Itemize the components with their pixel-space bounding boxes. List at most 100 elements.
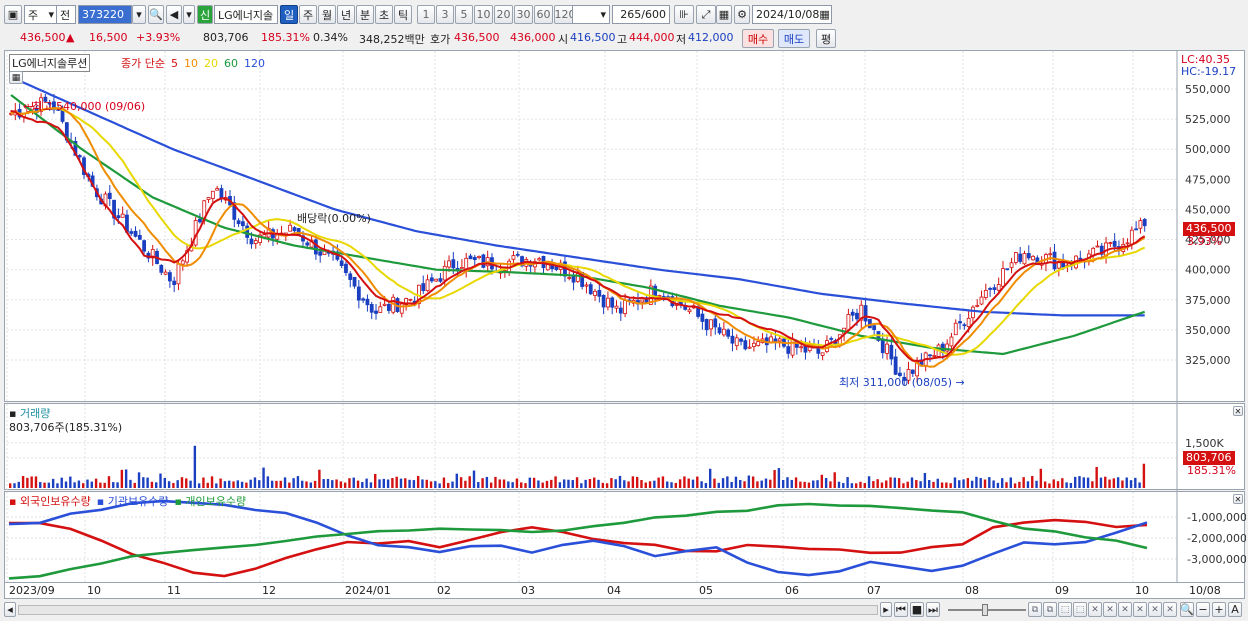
volume-bar	[799, 481, 802, 488]
evaluation-button[interactable]: 평	[816, 29, 836, 48]
interval-button-1[interactable]: 1	[417, 5, 435, 24]
volume-bar	[137, 472, 141, 488]
indicator-icon[interactable]: ▦	[716, 5, 732, 24]
tool-f-icon[interactable]: ✕	[1163, 602, 1177, 617]
scroll-right-icon[interactable]: ▸	[880, 602, 892, 617]
volume-bar	[1005, 482, 1008, 488]
order-mode-field[interactable]: 전	[56, 5, 76, 24]
interval-button-30[interactable]: 30	[514, 5, 533, 24]
tool-e-icon[interactable]: ✕	[1148, 602, 1162, 617]
candle-body	[1009, 262, 1014, 268]
interval-button-3[interactable]: 3	[436, 5, 454, 24]
tab-period-2[interactable]: 월	[318, 5, 336, 24]
high-label: 고	[617, 33, 628, 46]
zoom-icon[interactable]: 🔍	[1180, 602, 1194, 617]
volume-bar	[550, 479, 553, 488]
price-chart-panel[interactable]: 550,000 525,000 500,000 475,000 450,000 425,0…	[4, 50, 1245, 403]
zoom-in-icon[interactable]: +	[1212, 602, 1226, 617]
candle-body	[640, 299, 645, 303]
candle-body	[606, 297, 610, 308]
date-field[interactable]: 2024/10/08 ▦	[752, 5, 832, 24]
bottom-bar: ◂ ▸ ⏮ ■ ⏭ ⧉ ⧉ ⬚ ⬚ ✕ ✕ ✕ ✕ ✕ ✕ 🔍 − + A	[4, 601, 1245, 619]
volume-bar	[240, 481, 244, 488]
candle-body	[1138, 220, 1143, 229]
buy-button[interactable]: 매수	[742, 29, 774, 48]
candle-body	[1112, 240, 1117, 247]
tab-period-1[interactable]: 주	[299, 5, 317, 24]
tool-b-icon[interactable]: ✕	[1103, 602, 1117, 617]
lc-label: LC:40.35	[1181, 53, 1231, 66]
interval-button-5[interactable]: 5	[455, 5, 473, 24]
volume-bar	[404, 478, 407, 488]
volume-bar	[537, 480, 540, 488]
candle-body	[451, 259, 456, 269]
volume-bar	[1069, 482, 1073, 488]
tab-period-5[interactable]: 초	[375, 5, 393, 24]
window-icon[interactable]: ⧉	[1043, 602, 1057, 617]
volume-bar	[193, 445, 197, 488]
tool-c-icon[interactable]: ✕	[1118, 602, 1132, 617]
market-select[interactable]: 주 ▾	[24, 5, 58, 24]
rewind-icon[interactable]: ⏮	[894, 602, 908, 617]
speaker-icon[interactable]: ◀	[166, 5, 182, 24]
candle-body	[734, 337, 739, 346]
grid-toggle-icon[interactable]: ▦	[9, 71, 23, 84]
tab-period-6[interactable]: 틱	[394, 5, 412, 24]
gear-icon[interactable]: ⚙	[734, 5, 750, 24]
draw-tool-icon[interactable]: ⤢	[696, 5, 716, 24]
forward-icon[interactable]: ⏭	[926, 602, 940, 617]
volume-bar	[756, 481, 759, 488]
close-icon[interactable]: ✕	[1233, 406, 1243, 416]
window-menu-icon[interactable]: ▣	[4, 5, 22, 24]
volume-bar	[459, 477, 463, 488]
candle-body	[880, 338, 885, 354]
sell-button[interactable]: 매도	[778, 29, 810, 48]
zoom-slider-handle[interactable]	[982, 604, 988, 616]
stock-code-input[interactable]: 373220	[78, 5, 132, 24]
volume-bar	[73, 482, 76, 488]
holdings-panel[interactable]: -1,000,000 -2,000,000 -3,000,000 ▪ 외국인보유수량…	[4, 491, 1246, 584]
volume-bar	[919, 481, 922, 488]
candle-body	[1048, 253, 1053, 256]
volume-panel[interactable]: 1,500K1,000K ▪ 거래량 803,706주(185.31%) 803…	[4, 403, 1245, 491]
font-size-icon[interactable]: A	[1228, 602, 1242, 617]
copy-icon[interactable]: ⧉	[1028, 602, 1042, 617]
box-icon[interactable]: ⬚	[1058, 602, 1072, 617]
stop-icon[interactable]: ■	[910, 602, 924, 617]
horizontal-scrollbar[interactable]	[18, 605, 878, 615]
close-icon[interactable]: ✕	[1233, 494, 1243, 504]
volume-bar	[992, 480, 995, 488]
date-value: 2024/10/08	[756, 8, 820, 21]
volume-bar	[554, 476, 557, 488]
search-icon[interactable]: 🔍	[148, 5, 164, 24]
interval-button-20[interactable]: 20	[494, 5, 513, 24]
interval-button-10[interactable]: 10	[474, 5, 493, 24]
speaker-dropdown-chevron-icon[interactable]: ▾	[183, 5, 195, 24]
code-dropdown-chevron-down-icon[interactable]: ▾	[132, 5, 146, 24]
candle-body	[481, 254, 486, 268]
tab-period-0[interactable]: 일	[280, 5, 298, 24]
candle-body	[584, 284, 589, 287]
volume-bar	[502, 479, 506, 488]
volume-bar	[872, 481, 875, 488]
interval-button-60[interactable]: 60	[534, 5, 553, 24]
interval-select[interactable]: ▾	[572, 5, 610, 24]
zoom-out-icon[interactable]: −	[1196, 602, 1210, 617]
candle-body	[133, 230, 138, 237]
tool-a-icon[interactable]: ✕	[1088, 602, 1102, 617]
volume-bar	[674, 482, 678, 488]
tool-d-icon[interactable]: ✕	[1133, 602, 1147, 617]
volume-bar	[631, 476, 635, 488]
tab-period-4[interactable]: 분	[356, 5, 374, 24]
tab-period-3[interactable]: 년	[337, 5, 355, 24]
chart-stock-label-text: LG에너지솔루션	[12, 57, 88, 70]
count-field[interactable]: 265/600	[612, 5, 670, 24]
volume-bar	[245, 482, 248, 488]
frame-icon[interactable]: ⬚	[1073, 602, 1087, 617]
volume-bar	[927, 480, 931, 488]
scroll-left-icon[interactable]: ◂	[4, 602, 16, 617]
volume-bar	[468, 476, 471, 488]
candle-type-icon[interactable]: ⊪	[674, 5, 694, 24]
volume-bar	[228, 480, 231, 488]
candle-body	[567, 277, 572, 279]
